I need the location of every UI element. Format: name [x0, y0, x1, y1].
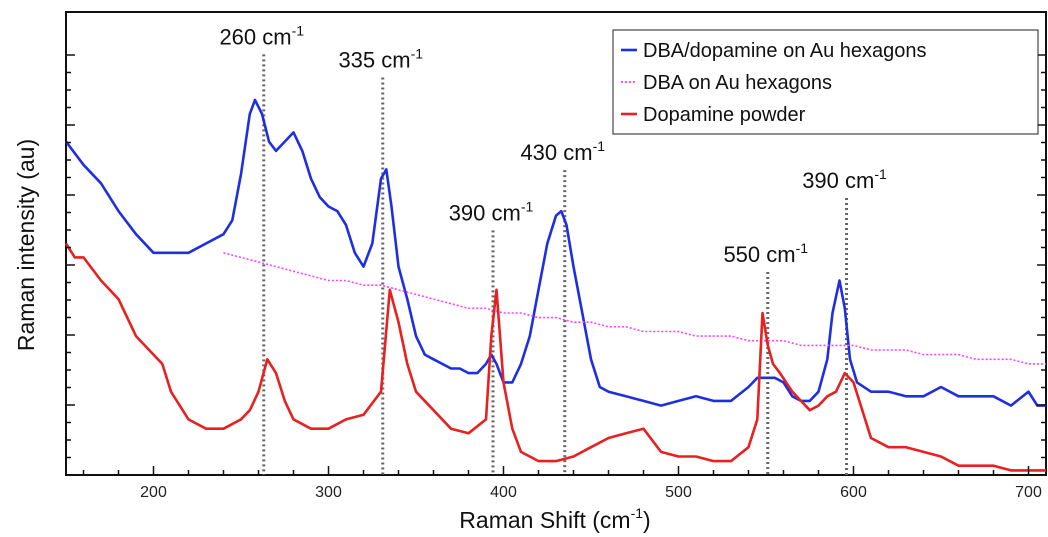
- peak-annotations: 260 cm-1 335 cm-1 390 cm-1 430 cm-1 550 cm-1…: [219, 22, 887, 267]
- x-tick-label: 500: [665, 484, 692, 501]
- legend-label: Dopamine powder: [643, 104, 806, 126]
- x-tick-label: 600: [840, 484, 867, 501]
- peak-label: 430 cm-1: [520, 138, 605, 165]
- legend-label: DBA/dopamine on Au hexagons: [643, 40, 927, 62]
- peak-label: 550 cm-1: [723, 240, 808, 267]
- x-tick-label: 200: [140, 484, 167, 501]
- x-tick-label: 300: [315, 484, 342, 501]
- x-axis-ticks: 200 300 400 500 600 700: [82, 466, 1042, 501]
- series-line: [64, 242, 1046, 472]
- legend: DBA/dopamine on Au hexagons DBA on Au hex…: [612, 29, 1039, 135]
- series-line: [223, 252, 1046, 365]
- peak-label: 390 cm-1: [449, 198, 534, 225]
- peak-label: 335 cm-1: [338, 46, 423, 73]
- legend-label: DBA on Au hexagons: [643, 72, 832, 94]
- y-axis-ticks: [66, 54, 1046, 476]
- x-axis-title: Raman Shift (cm-1): [459, 505, 650, 533]
- legend-box: [612, 29, 1039, 135]
- y-axis-title: Raman intensity (au): [13, 139, 39, 351]
- x-tick-label: 700: [1015, 484, 1042, 501]
- series-line: [64, 98, 1046, 407]
- x-tick-label: 400: [490, 484, 517, 501]
- series-layer: [64, 98, 1046, 472]
- peak-label: 260 cm-1: [219, 22, 304, 49]
- peak-label: 390 cm-1: [802, 166, 887, 193]
